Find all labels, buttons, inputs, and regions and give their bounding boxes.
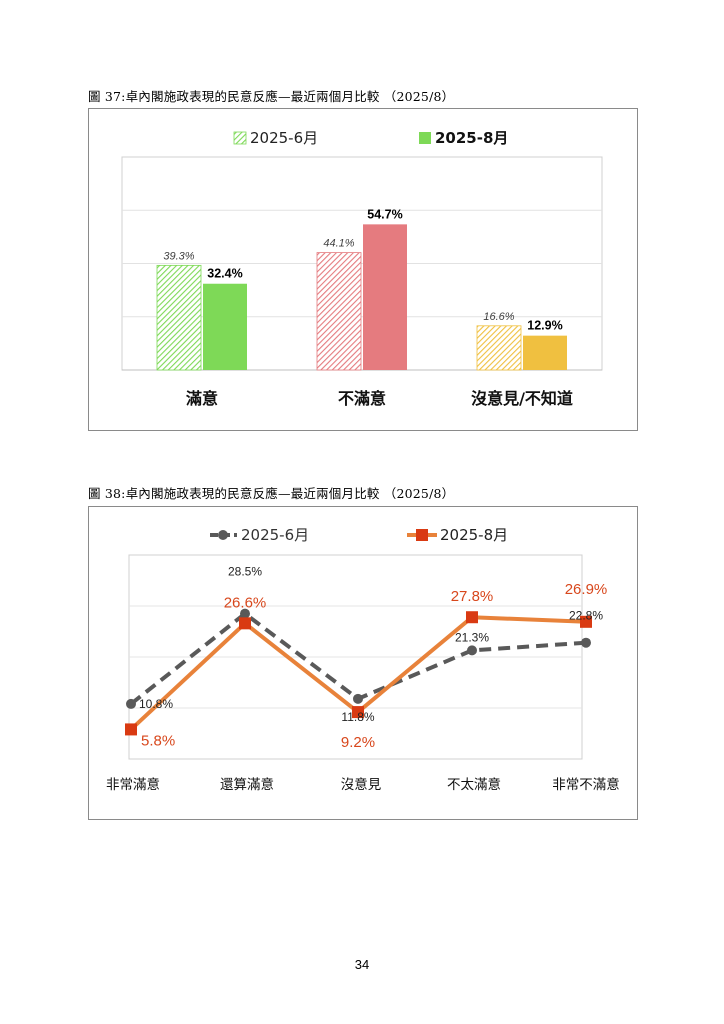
marker-jun — [240, 608, 250, 619]
category-label: 沒意見 — [341, 776, 382, 793]
bar-data-label: 32.4% — [207, 267, 242, 281]
marker-jun — [581, 637, 591, 648]
page-number: 34 — [354, 957, 370, 972]
data-label-jun: 22.8% — [569, 609, 603, 623]
data-label-aug: 26.9% — [565, 581, 608, 598]
data-label-aug: 5.8% — [141, 732, 175, 749]
legend-marker-aug — [416, 529, 428, 541]
marker-jun — [126, 698, 136, 709]
legend-label-jun: 2025-6月 — [250, 129, 318, 147]
bar-data-label: 39.3% — [163, 250, 194, 262]
bar-jun — [476, 325, 522, 371]
legend-marker-jun — [218, 530, 228, 540]
legend-label-jun: 2025-6月 — [241, 526, 309, 544]
data-label-aug: 26.6% — [224, 594, 267, 611]
legend-swatch-aug — [419, 132, 431, 144]
category-label: 沒意見/不知道 — [471, 389, 573, 408]
bar-aug — [523, 335, 567, 370]
category-label: 不滿意 — [338, 389, 386, 408]
line-chart: 10.8% 28.5% 11.8% 21.3% 22.8% 5.8% 26.6% 9.2% 27… — [106, 526, 620, 793]
category-label: 還算滿意 — [220, 776, 274, 793]
data-label-jun: 10.8% — [139, 697, 173, 711]
legend-label-aug: 2025-8月 — [440, 526, 508, 544]
category-label: 非常滿意 — [106, 776, 160, 793]
data-label-jun: 28.5% — [228, 565, 262, 579]
bar-jun — [316, 252, 362, 371]
marker-aug — [466, 611, 478, 624]
line-chart-panel: 10.8% 28.5% 11.8% 21.3% 22.8% 5.8% 26.6% 9.2% 27… — [88, 506, 638, 820]
bar-jun — [156, 264, 202, 371]
bar-data-label: 12.9% — [527, 319, 562, 333]
marker-aug — [580, 615, 592, 628]
marker-aug — [125, 723, 137, 736]
data-label-jun: 11.8% — [341, 710, 374, 724]
bar-data-label: 44.1% — [323, 238, 354, 250]
marker-jun — [467, 645, 477, 656]
figure-38-caption: 圖 38:卓內閣施政表現的民意反應—最近兩個月比較 （2025/8） — [88, 486, 455, 501]
data-label-aug: 9.2% — [341, 734, 375, 751]
marker-aug — [352, 706, 364, 719]
category-label: 滿意 — [186, 389, 218, 408]
category-label: 不太滿意 — [447, 776, 501, 793]
marker-aug — [239, 617, 251, 630]
bar-data-label: 54.7% — [367, 207, 402, 221]
legend-label-aug: 2025-8月 — [435, 129, 508, 147]
figure-37-caption: 圖 37:卓內閣施政表現的民意反應—最近兩個月比較 （2025/8） — [88, 89, 455, 104]
data-label-aug: 27.8% — [451, 588, 494, 605]
bar-data-label: 16.6% — [483, 311, 514, 323]
bar-aug — [363, 224, 407, 370]
series-line-jun — [129, 611, 587, 706]
bar-chart: 39.3% 32.4% 滿意 44.1% 54.7% 不滿意 16.6% 12.9% 沒意見/不… — [121, 129, 603, 408]
bar-chart-panel: 39.3% 32.4% 滿意 44.1% 54.7% 不滿意 16.6% 12.9% 沒意見/不… — [88, 108, 638, 431]
marker-jun — [353, 693, 363, 704]
bar-aug — [203, 283, 247, 370]
legend-swatch-jun — [233, 131, 247, 145]
category-label: 非常不滿意 — [552, 776, 620, 793]
data-label-jun: 21.3% — [455, 630, 489, 644]
